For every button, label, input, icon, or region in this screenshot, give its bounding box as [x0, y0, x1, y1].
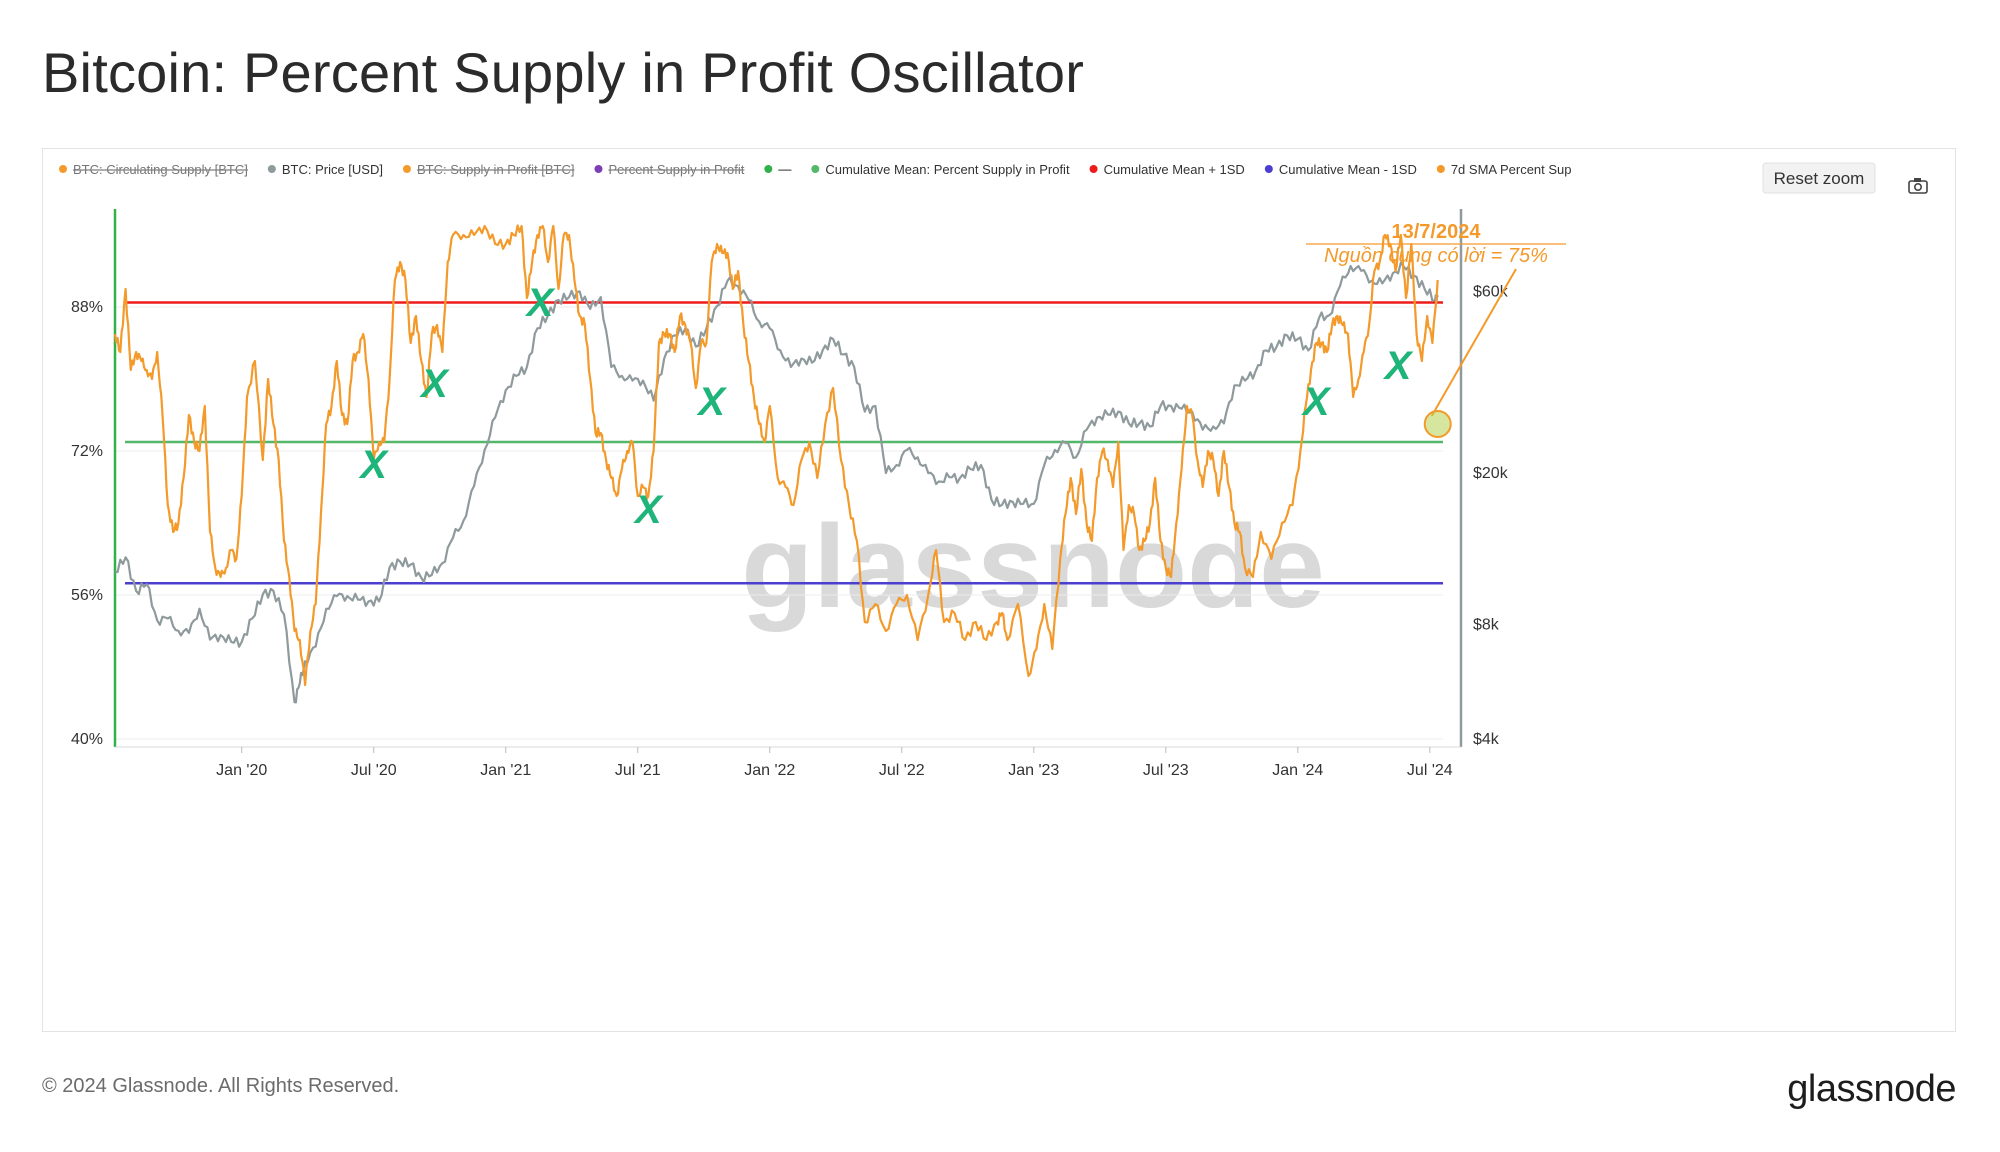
- x-marker: X: [633, 488, 664, 532]
- legend-label: 7d SMA Percent Sup: [1451, 162, 1572, 177]
- legend-item[interactable]: Percent Supply in Profit: [594, 162, 745, 177]
- legend-item[interactable]: BTC: Supply in Profit [BTC]: [402, 162, 575, 177]
- legend-dot: [811, 165, 820, 173]
- chart-legend: BTC: Circulating Supply [BTC] BTC: Price …: [59, 162, 1572, 177]
- legend-label: BTC: Price [USD]: [282, 162, 383, 177]
- x-marker: X: [1383, 344, 1414, 388]
- oscillator-line: [113, 224, 1439, 687]
- chart-svg: glassnode BTC: Circulating Supply [BTC] B…: [59, 162, 1928, 779]
- legend-item[interactable]: Cumulative Mean + 1SD: [1089, 162, 1245, 177]
- legend-dot: [594, 165, 603, 173]
- annotation: 13/7/2024 Nguồn cung có lời = 75%: [1306, 221, 1566, 438]
- series-layer: [113, 224, 1439, 704]
- left-tick-label: 56%: [71, 587, 103, 604]
- legend-item[interactable]: 7d SMA Percent Sup: [1436, 162, 1572, 177]
- price-line: [114, 261, 1439, 704]
- x-tick-label: Jul '23: [1143, 762, 1189, 779]
- footer-copyright: © 2024 Glassnode. All Rights Reserved.: [42, 1075, 400, 1097]
- x-marker: X: [1301, 380, 1332, 424]
- annotation-circle: [1423, 410, 1452, 438]
- x-marker: X: [696, 380, 727, 424]
- left-tick-label: 72%: [71, 443, 103, 460]
- x-tick-label: Jul '22: [879, 762, 925, 779]
- legend-item[interactable]: Cumulative Mean - 1SD: [1264, 162, 1417, 177]
- annotation-text: Nguồn cung có lời = 75%: [1324, 245, 1548, 267]
- x-tick-label: Jul '20: [351, 762, 397, 779]
- x-tick-label: Jul '24: [1407, 762, 1453, 779]
- left-tick-label: 40%: [71, 731, 103, 748]
- legend-dot: [1436, 165, 1445, 173]
- x-tick-label: Jan '22: [744, 762, 795, 779]
- legend-item[interactable]: —: [764, 162, 792, 177]
- legend-dot: [1264, 165, 1273, 173]
- annotation-arrow: [1430, 268, 1517, 417]
- reset-zoom-label: Reset zoom: [1774, 169, 1865, 188]
- legend-label: Cumulative Mean - 1SD: [1279, 162, 1417, 177]
- x-tick-label: Jan '23: [1008, 762, 1059, 779]
- legend-dot: [1089, 165, 1098, 173]
- camera-icon[interactable]: [1908, 178, 1928, 194]
- legend-item[interactable]: Cumulative Mean: Percent Supply in Profi…: [811, 162, 1070, 177]
- right-tick-label: $20k: [1473, 465, 1509, 482]
- annotation-date: 13/7/2024: [1392, 221, 1482, 243]
- legend-dot: [402, 165, 411, 173]
- legend-label: Cumulative Mean: Percent Supply in Profi…: [825, 162, 1070, 177]
- x-marker: X: [358, 443, 389, 487]
- legend-dot: [59, 165, 67, 173]
- x-tick-label: Jan '21: [480, 762, 531, 779]
- reset-zoom-button[interactable]: Reset zoom: [1762, 162, 1876, 194]
- right-tick-label: $8k: [1473, 616, 1500, 633]
- chart-frame: glassnode BTC: Circulating Supply [BTC] B…: [42, 148, 1956, 1032]
- watermark: glassnode: [741, 501, 1325, 633]
- page-title: Bitcoin: Percent Supply in Profit Oscill…: [42, 41, 1085, 104]
- legend-dot: [267, 165, 276, 173]
- x-tick-label: Jan '20: [216, 762, 267, 779]
- footer-logo: glassnode: [1787, 1068, 1956, 1110]
- x-tick-label: Jan '24: [1272, 762, 1323, 779]
- left-tick-label: 88%: [71, 299, 103, 316]
- x-tick-label: Jul '21: [615, 762, 661, 779]
- legend-item[interactable]: BTC: Circulating Supply [BTC]: [59, 162, 248, 177]
- legend-item[interactable]: BTC: Price [USD]: [267, 162, 383, 177]
- legend-dot: [764, 165, 773, 173]
- legend-label: Cumulative Mean + 1SD: [1104, 162, 1245, 177]
- x-marker: X: [525, 281, 556, 325]
- right-tick-label: $4k: [1473, 731, 1500, 748]
- reference-lines: [125, 301, 1443, 585]
- x-marker: X: [419, 362, 450, 406]
